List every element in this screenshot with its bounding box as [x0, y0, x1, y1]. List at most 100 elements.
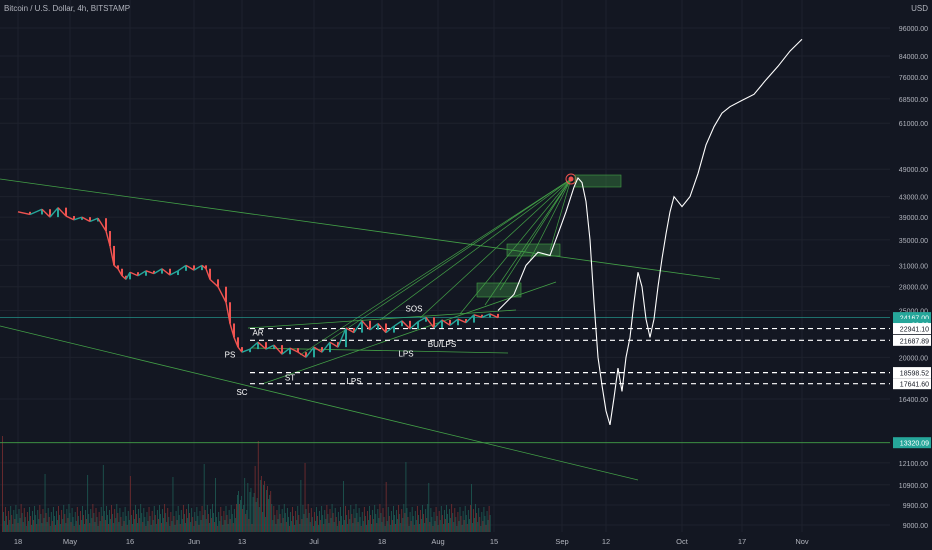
- volume-bar: [74, 512, 76, 532]
- volume-bar: [386, 521, 388, 532]
- volume-bar: [263, 485, 264, 532]
- volume-bar: [194, 512, 196, 532]
- volume-bar: [290, 512, 291, 532]
- x-tick-label: 16: [126, 537, 134, 546]
- volume-bar: [210, 509, 211, 532]
- price-label: 22941.10: [900, 327, 929, 334]
- volume-bar: [433, 512, 435, 532]
- volume-bar: [358, 508, 360, 532]
- volume-bar: [364, 516, 366, 532]
- volume-bar: [205, 519, 207, 532]
- volume-bar: [213, 513, 214, 532]
- volume-bar: [301, 519, 303, 532]
- volume-bar: [70, 522, 72, 532]
- candle: [313, 347, 315, 358]
- candle: [337, 342, 339, 348]
- volume-bar: [45, 513, 47, 532]
- fan-line: [484, 178, 572, 306]
- volume-bar: [156, 510, 158, 532]
- volume-bar: [148, 507, 150, 532]
- y-tick-label: 28000.00: [899, 285, 928, 292]
- volume-bar: [13, 510, 15, 532]
- y-tick-label: 61000.00: [899, 121, 928, 128]
- volume-bar: [392, 520, 393, 532]
- volume-bar: [173, 516, 175, 532]
- price-segment: [17, 211, 31, 216]
- volume-bar: [359, 517, 361, 532]
- price-axis-bg: [890, 0, 932, 550]
- volume-bar: [244, 478, 246, 532]
- volume-bar: [9, 520, 11, 532]
- volume-bar: [50, 512, 52, 532]
- volume-bar: [198, 525, 200, 532]
- volume-bar: [284, 513, 286, 532]
- volume-bar: [318, 525, 319, 532]
- candle: [217, 279, 219, 287]
- volume-bar: [123, 521, 125, 532]
- volume-bar: [90, 509, 92, 532]
- volume-bar: [332, 513, 334, 532]
- volume-bars: [2, 436, 491, 532]
- volume-bar: [336, 526, 338, 532]
- price-segment: [433, 319, 443, 329]
- price-axis[interactable]: 96000.00 84000.00 76000.00 68500.00 61000.00…: [890, 0, 932, 550]
- fan-line: [549, 178, 572, 251]
- volume-bar: [48, 517, 50, 532]
- volume-bar: [204, 510, 206, 532]
- volume-bar: [172, 477, 174, 532]
- volume-bar: [240, 500, 241, 532]
- volume-bar: [371, 524, 372, 532]
- y-tick-label: 68500.00: [899, 97, 928, 104]
- price-segment: [305, 346, 315, 358]
- volume-bar: [484, 516, 486, 532]
- volume-bar: [439, 520, 441, 532]
- volume-bar: [208, 523, 210, 532]
- volume-bar: [413, 525, 415, 532]
- candle: [489, 313, 491, 318]
- volume-bar: [180, 510, 182, 532]
- candle: [177, 270, 179, 276]
- volume-bar: [403, 504, 405, 532]
- volume-bar: [425, 509, 427, 532]
- volume-bar: [140, 504, 142, 532]
- volume-bar: [37, 510, 39, 532]
- volume-bar: [428, 483, 430, 532]
- volume-bar: [419, 524, 420, 532]
- volume-bar: [30, 516, 31, 532]
- candle: [209, 268, 211, 280]
- volume-bar: [199, 511, 201, 532]
- volume-bar: [360, 526, 362, 532]
- time-axis[interactable]: 18 May 16 Jun 13 Jul 18 Aug 15 Sep 12 Oct 17 Nov: [0, 532, 932, 550]
- candle: [233, 323, 235, 338]
- volume-bar: [28, 521, 29, 532]
- volume-bar: [470, 505, 471, 532]
- volume-bar: [133, 510, 134, 532]
- volume-bar: [319, 511, 320, 532]
- volume-bar: [14, 519, 16, 532]
- candle: [65, 207, 67, 217]
- volume-bar: [54, 516, 55, 532]
- price-segment: [193, 264, 203, 271]
- volume-bar: [24, 517, 26, 532]
- volume-bar: [273, 506, 275, 532]
- volume-bar: [282, 518, 284, 532]
- volume-bar: [453, 522, 455, 532]
- volume-bar: [331, 504, 333, 532]
- volume-bar: [395, 524, 396, 532]
- volume-bar: [83, 515, 84, 532]
- volume-bar: [10, 506, 12, 532]
- volume-bar: [429, 522, 431, 532]
- price-segment: [393, 320, 403, 327]
- candle: [229, 302, 231, 324]
- volume-bar: [68, 504, 70, 532]
- x-tick-label: Nov: [795, 537, 809, 546]
- price-segment: [65, 215, 75, 221]
- volume-bar: [485, 525, 487, 532]
- volume-bar: [286, 508, 288, 532]
- fan-line: [419, 178, 572, 319]
- volume-bar: [297, 506, 299, 532]
- candle: [361, 320, 363, 333]
- volume-bar: [225, 506, 227, 532]
- candle: [81, 217, 83, 220]
